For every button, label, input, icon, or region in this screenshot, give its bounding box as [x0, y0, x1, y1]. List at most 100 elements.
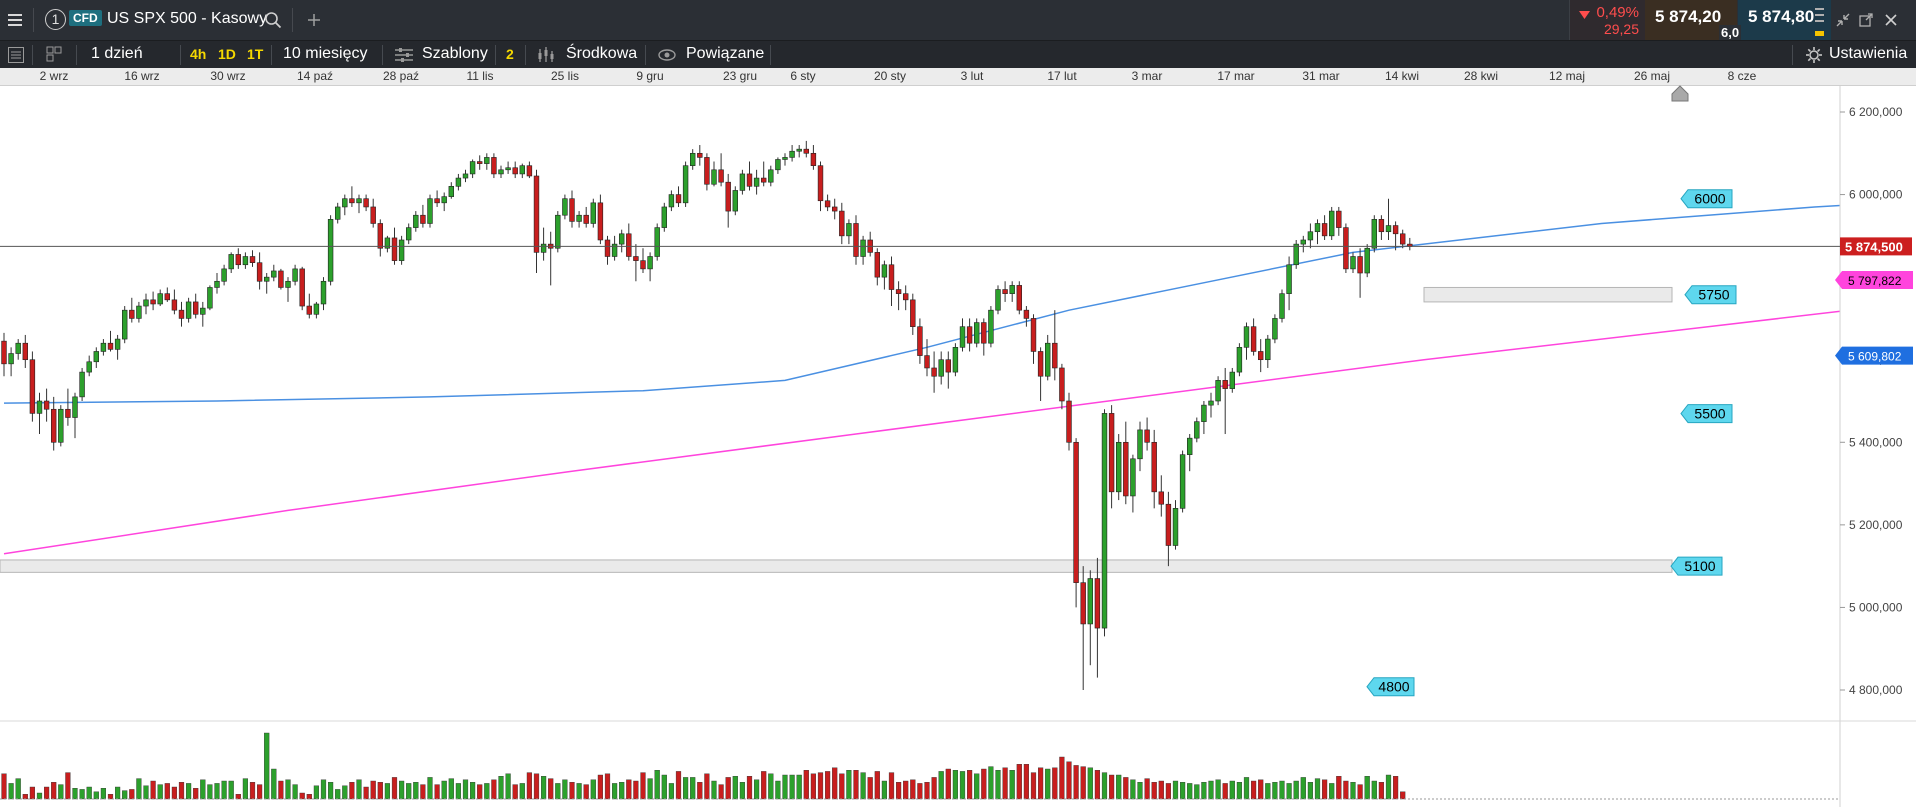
candle [1, 332, 7, 377]
candle [79, 367, 85, 401]
volume-bar [185, 783, 192, 800]
templates-icon[interactable] [395, 47, 413, 68]
candle [320, 277, 327, 311]
candle-body-down [1144, 429, 1150, 443]
candle-body-up [263, 276, 270, 282]
candle-body-up [1300, 239, 1307, 245]
popout-icon[interactable] [1859, 13, 1873, 32]
down-arrow-icon [1579, 7, 1590, 25]
candle [945, 351, 952, 389]
volume-bar [881, 780, 888, 800]
candle-body-up [555, 214, 561, 249]
volume-bar [1222, 783, 1228, 800]
volume-bar [619, 782, 625, 800]
volume-bar [512, 784, 518, 800]
candle [1407, 237, 1413, 251]
candle [1137, 421, 1143, 472]
volume-bar [370, 780, 376, 800]
candle [1222, 367, 1228, 435]
candle [910, 293, 916, 335]
candle-body-up [618, 233, 625, 245]
candle-body-up [185, 301, 192, 319]
candle [420, 204, 426, 228]
candle-body-up [1229, 371, 1236, 389]
close-icon[interactable] [1884, 13, 1898, 32]
x-tick-label: 25 lis [551, 69, 579, 83]
candle [484, 153, 490, 170]
candle-body-up [1187, 437, 1193, 455]
candle [519, 163, 526, 179]
candle-body-up [8, 353, 14, 365]
volume-bar [505, 773, 511, 800]
x-tick-label: 14 kwi [1385, 69, 1419, 83]
volume-bar [796, 774, 802, 800]
candle-body-down [874, 252, 881, 278]
candle [959, 318, 966, 352]
candle-body-up [86, 361, 92, 373]
list-icon[interactable] [8, 47, 24, 68]
candle-body-up [207, 287, 213, 309]
period-select[interactable]: 10 miesięcy [283, 45, 368, 62]
candle [129, 297, 135, 323]
volume-bar [214, 783, 220, 800]
volume-bar [817, 772, 824, 800]
more-icon[interactable] [1815, 6, 1825, 41]
candle [1364, 244, 1370, 278]
volume-bar [1158, 780, 1164, 800]
ask-price[interactable]: 5 874,80 [1748, 7, 1815, 26]
candle-body-down [1002, 289, 1008, 294]
candle [193, 293, 199, 319]
indicators-icon[interactable] [537, 45, 557, 70]
candle-body-down [824, 200, 831, 208]
candle-body-up [1179, 454, 1186, 509]
layout-icon[interactable] [46, 46, 64, 69]
instrument-title[interactable]: US SPX 500 - Kasowy [107, 10, 268, 27]
candle-body-down [626, 233, 632, 257]
candle [178, 301, 185, 327]
templates-button[interactable]: Szablony [422, 45, 488, 62]
interval-1t[interactable]: 1T [247, 46, 264, 62]
bid-price[interactable]: 5 874,20 [1655, 7, 1722, 26]
volume-bar [974, 773, 980, 800]
candle [1016, 281, 1023, 315]
candle [1194, 417, 1200, 443]
gear-icon[interactable] [1805, 46, 1823, 69]
candle [157, 289, 163, 307]
volume-bar [782, 774, 788, 800]
volume-bar [86, 786, 92, 800]
settings-button[interactable]: Ustawienia [1829, 45, 1908, 62]
collapse-icon[interactable] [1836, 13, 1850, 32]
interval-1d[interactable]: 1D [218, 46, 236, 62]
candle [618, 229, 625, 253]
interval-select[interactable]: 1 dzień [91, 45, 143, 62]
candle-body-up [441, 196, 447, 204]
candle [405, 223, 412, 245]
candle-body-down [895, 289, 902, 294]
candle [526, 161, 533, 179]
candle [569, 190, 575, 228]
candle-body-down [810, 152, 817, 166]
eye-icon[interactable] [658, 48, 676, 67]
volume-bar [15, 778, 21, 800]
volume-bar [1286, 783, 1292, 800]
candle [689, 149, 696, 170]
x-tick-label: 17 mar [1217, 69, 1254, 83]
plus-icon[interactable] [307, 13, 321, 32]
candle [271, 264, 277, 282]
indicators-button[interactable]: Środkowa [566, 45, 638, 62]
candle-body-down [193, 301, 199, 315]
candle [1158, 475, 1165, 517]
hamburger-menu-icon[interactable] [8, 13, 22, 27]
volume-bar [775, 780, 781, 800]
candle-body-down [1094, 578, 1101, 629]
instrument-number[interactable]: 1 [45, 9, 66, 30]
toolbar-divider [645, 45, 646, 65]
candle-body-up [973, 322, 980, 344]
candle [1045, 334, 1051, 381]
zone-label-text: 6000 [1694, 191, 1725, 207]
x-tick-label: 30 wrz [210, 69, 245, 83]
linked-button[interactable]: Powiązane [686, 45, 765, 62]
interval-4h[interactable]: 4h [190, 46, 207, 62]
search-icon[interactable] [264, 11, 282, 34]
